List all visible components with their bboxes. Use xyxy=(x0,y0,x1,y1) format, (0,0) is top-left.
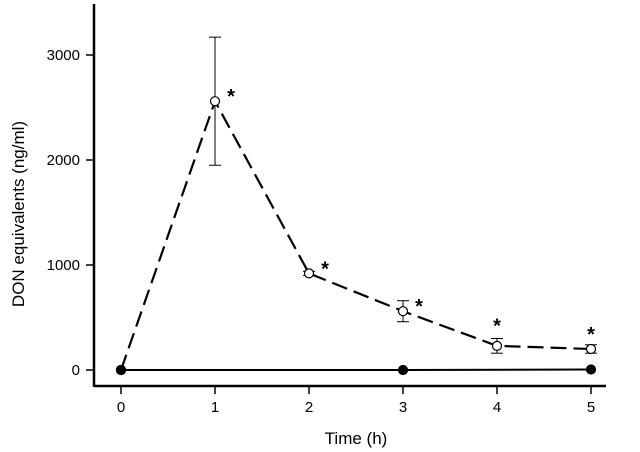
series-0: * * * * * xyxy=(115,36,597,376)
x-tick-label-3: 3 xyxy=(399,399,407,416)
x-tick-label-0: 0 xyxy=(117,399,125,416)
series-0-significance-2: * xyxy=(321,258,329,280)
y-axis-title: DON equivalents (ng/ml) xyxy=(9,121,28,307)
y-tick-label-0: 0 xyxy=(72,362,80,379)
axes xyxy=(92,4,606,388)
series-1-point-1 xyxy=(397,364,409,376)
series-1-line xyxy=(121,368,592,371)
x-tick-label-1: 1 xyxy=(211,399,219,416)
series-0-point-3 xyxy=(397,306,409,317)
series-0-point-4 xyxy=(491,340,503,351)
series-0-significance-4: * xyxy=(493,316,501,338)
y-tick-label-3: 3000 xyxy=(47,47,80,64)
series-0-point-1 xyxy=(209,96,221,107)
x-axis-title: Time (h) xyxy=(325,429,388,448)
series-0-line xyxy=(119,98,592,371)
series-0-significance-3: * xyxy=(415,296,423,318)
series-layer: * * * * * xyxy=(115,36,597,376)
x-tick-label-2: 2 xyxy=(305,399,313,416)
series-1-point-2 xyxy=(585,364,597,375)
y-tick-label-2: 2000 xyxy=(47,152,80,169)
x-tick-label-4: 4 xyxy=(493,399,501,416)
series-0-point-2 xyxy=(303,268,315,279)
ticks: 0 1 2 3 4 5 0 1000 2000 3000 xyxy=(47,47,596,416)
series-1-point-0 xyxy=(115,364,127,376)
series-0-point-5 xyxy=(585,343,597,355)
x-tick-label-5: 5 xyxy=(587,399,595,416)
series-0-significance-5: * xyxy=(587,324,595,346)
y-tick-label-1: 1000 xyxy=(47,257,80,274)
series-0-significance-1: * xyxy=(227,86,235,108)
series-1 xyxy=(115,364,597,376)
